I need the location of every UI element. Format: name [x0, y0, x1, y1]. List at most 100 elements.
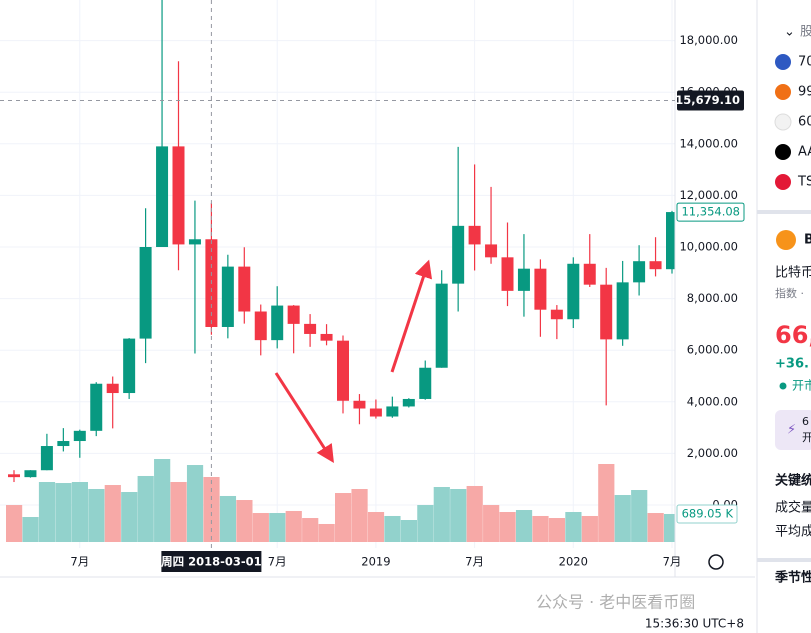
volume-bar: [38, 482, 56, 542]
y-tick-label: 2,000.00: [687, 446, 738, 460]
candle-body: [238, 266, 251, 312]
icon: [774, 113, 792, 131]
candle-body: [402, 398, 415, 407]
symbol-status: 开市: [792, 378, 811, 393]
candle-body: [90, 383, 103, 431]
volume-bar: [285, 510, 302, 542]
watch-group: 股: [800, 25, 811, 40]
x-tick-label: 2019: [361, 555, 390, 569]
volume-bar: [499, 512, 516, 542]
symbol-name: B: [804, 233, 811, 248]
symbol-kind: 指数 ·: [775, 286, 804, 300]
icon: [775, 84, 791, 100]
volume-bar: [647, 513, 664, 542]
x-tick-label: 7月: [465, 555, 484, 569]
y-tick-label: 10,000.00: [679, 240, 738, 254]
volume-bar: [548, 518, 566, 542]
volume-bar: [137, 475, 154, 542]
candle-body: [485, 244, 498, 258]
icon: [775, 144, 791, 160]
crosshair-y-box: [677, 90, 744, 111]
volume-bar: [417, 505, 434, 542]
candle-body: [353, 400, 366, 409]
crosshair-x-box: [161, 551, 262, 572]
watch-item[interactable]: AA: [798, 145, 811, 160]
candle-body: [320, 333, 333, 341]
candle-body: [57, 441, 70, 447]
candle-body: [419, 367, 432, 399]
symbol-price: 66,: [775, 321, 811, 349]
last-price-label: 11,354.08: [681, 205, 740, 219]
candle-body: [304, 323, 317, 334]
volume-bar: [335, 493, 352, 542]
x-tick-label: 2020: [559, 555, 588, 569]
candle-body: [517, 268, 530, 291]
volume-bar: [450, 488, 467, 542]
volume-bar: [664, 513, 675, 542]
crosshair-x-label: 周四 2018-03-01: [161, 555, 262, 569]
candle-body: [386, 406, 399, 417]
volume-bar: [384, 515, 401, 542]
volume-bar: [302, 518, 319, 542]
watch-item[interactable]: 60: [798, 115, 811, 130]
watch-chevron: ⌄: [784, 25, 795, 40]
candle-body: [40, 446, 53, 471]
candle-body: [583, 263, 596, 285]
last-price-box: [676, 202, 745, 222]
symbol-full-name: 比特币: [775, 266, 811, 281]
candle-pane: [8, 0, 675, 483]
candle-body: [337, 340, 349, 401]
volume-bar: [104, 485, 121, 542]
crosshair-y-label: 15,679.10: [675, 93, 740, 107]
candle-body: [123, 338, 136, 394]
candle-body: [567, 263, 580, 320]
y-tick-label: 18,000.00: [679, 33, 738, 47]
volume-bar: [318, 523, 335, 542]
promo-text: 开: [802, 431, 811, 444]
icon: [775, 174, 791, 190]
arrow-down: [274, 372, 334, 464]
candle-body: [435, 283, 448, 368]
candle-body: [254, 311, 267, 341]
volume-bar: [433, 487, 450, 542]
y-tick-label: 12,000.00: [679, 188, 738, 202]
x-tick-label: 7月: [268, 555, 287, 569]
stats-title: 关键统: [775, 473, 811, 489]
settings-icon[interactable]: [708, 554, 724, 570]
candle-body: [139, 247, 152, 339]
candle-body: [106, 383, 119, 394]
volume-bar: [581, 515, 598, 542]
y-tick-label: 4,000.00: [687, 394, 738, 408]
volume-bar: [203, 477, 220, 542]
stats-row: 平均成: [775, 525, 811, 540]
volume-bar: [55, 483, 72, 542]
candle-body: [468, 225, 481, 245]
volume-bar: [367, 512, 385, 542]
candle-body: [649, 261, 662, 270]
volume-bar: [71, 482, 88, 542]
candle-body: [666, 212, 675, 270]
sidebar: ⌄ 股 70 99 60 AA TS B 比特币 指数 · 66, +36. 开…: [756, 0, 811, 633]
volume-bar: [6, 505, 23, 542]
status-dot: [779, 382, 787, 390]
candle-body: [452, 225, 465, 284]
volume-bar: [88, 488, 105, 542]
volume-bar: [219, 495, 237, 542]
promo-box[interactable]: [775, 410, 811, 450]
candle-body: [287, 305, 300, 324]
symbol-icon: [776, 230, 796, 250]
watch-item[interactable]: 99: [798, 85, 811, 100]
arrow-up: [390, 259, 433, 373]
candle-body: [633, 261, 646, 283]
candle-body: [501, 257, 514, 291]
volume-bar: [631, 490, 648, 542]
watch-item[interactable]: TS: [797, 175, 811, 190]
candle-body: [534, 268, 547, 310]
candle-body: [188, 239, 201, 245]
volume-bar: [598, 463, 615, 542]
watch-item[interactable]: 70: [798, 55, 811, 70]
volume-bar: [466, 485, 483, 542]
volume-bar: [565, 512, 582, 542]
volume-bar: [483, 505, 500, 542]
